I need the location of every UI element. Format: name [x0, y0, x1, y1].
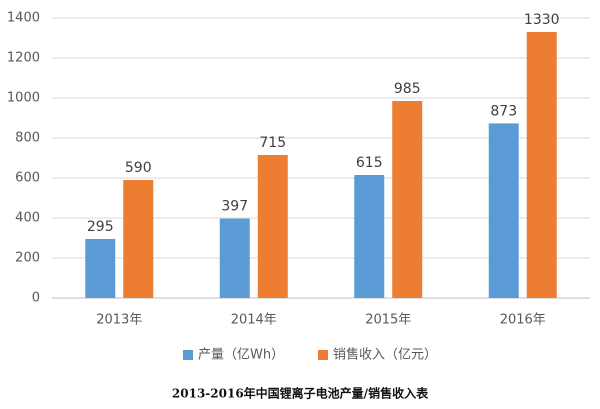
bar — [85, 239, 116, 298]
y-tick-label: 200 — [15, 251, 40, 266]
x-tick-label: 2014年 — [231, 313, 277, 328]
legend-swatch — [183, 350, 193, 360]
bar — [219, 218, 250, 298]
x-tick-label: 2016年 — [500, 313, 546, 328]
data-label: 295 — [87, 219, 114, 235]
y-tick-label: 0 — [32, 291, 40, 306]
bar — [257, 155, 288, 298]
y-tick-label: 1400 — [7, 11, 40, 26]
data-label: 615 — [356, 155, 383, 171]
legend-label: 销售收入（亿元） — [333, 347, 437, 363]
bar — [354, 175, 385, 298]
legend-label: 产量（亿Wh） — [198, 348, 284, 363]
data-label: 1330 — [524, 12, 560, 28]
y-tick-label: 800 — [15, 131, 40, 146]
data-label: 873 — [490, 103, 517, 119]
data-label: 985 — [394, 81, 421, 97]
y-tick-label: 400 — [15, 211, 40, 226]
bar — [392, 101, 423, 298]
legend-swatch — [318, 350, 328, 360]
y-tick-label: 1000 — [7, 91, 40, 106]
x-tick-label: 2013年 — [96, 313, 142, 328]
data-label: 590 — [125, 160, 152, 176]
data-label: 715 — [259, 135, 286, 151]
bar — [123, 180, 154, 298]
bar — [526, 32, 557, 298]
bar — [488, 123, 519, 299]
data-label: 397 — [221, 199, 248, 215]
x-tick-label: 2015年 — [365, 313, 411, 328]
y-tick-label: 1200 — [7, 51, 40, 66]
y-tick-label: 600 — [15, 171, 40, 186]
chart-caption: 2013-2016年中国锂离子电池产量/销售收入表 — [172, 386, 429, 401]
